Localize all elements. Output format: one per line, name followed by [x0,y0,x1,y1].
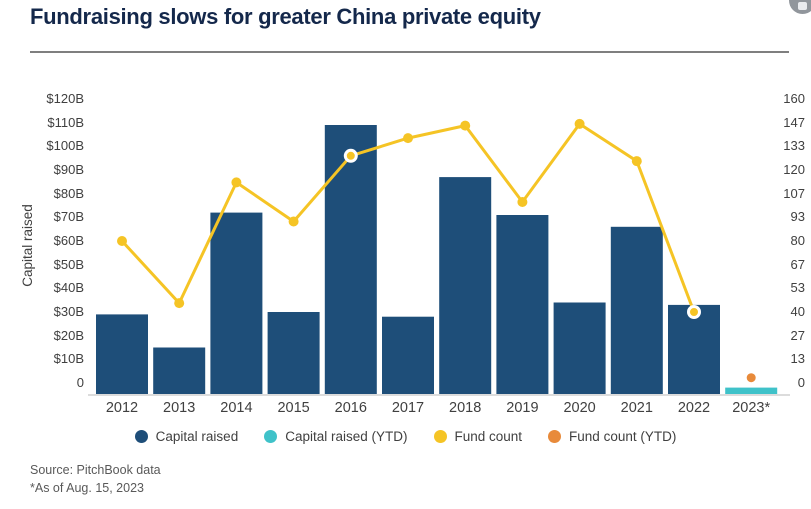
fund-count-marker-2019[interactable] [517,197,528,207]
bar-2020[interactable] [553,302,606,395]
chart-legend: Capital raised Capital raised (YTD) Fund c… [0,429,811,444]
x-axis-tick: 2016 [334,400,367,416]
x-axis-tick: 2023* [732,400,771,416]
bar-2016[interactable] [324,125,377,394]
left-axis-tick: $120B [46,91,84,106]
fund-count-ytd-marker[interactable] [746,373,756,383]
left-axis-tick: $80B [53,185,84,201]
fund-count-marker-2020[interactable] [574,118,585,129]
fund-count-marker-2016[interactable] [343,148,358,163]
right-axis-tick: 147 [783,114,805,130]
fund-count-marker-2022[interactable] [687,305,701,319]
asterisk-note: *As of Aug. 15, 2023 [30,481,144,495]
bar-2014[interactable] [210,212,263,394]
x-axis-tick: 2020 [563,400,596,416]
x-axis-tick: 2018 [449,400,482,416]
bar-2023[interactable] [725,387,778,394]
bar-2013[interactable] [153,347,206,395]
left-axis-tick: $20B [53,327,84,343]
right-axis-tick: 107 [783,185,805,201]
chart-svg [96,118,778,395]
source-note: Source: PitchBook data [30,463,161,477]
left-axis-tick: 0 [76,375,84,390]
left-axis-tick: $60B [53,233,84,248]
title-divider [30,51,789,53]
image-icon [798,2,807,10]
left-axis-tick: $100B [46,138,84,154]
right-axis-tick: 120 [783,162,805,177]
x-axis-line [88,394,790,396]
x-axis-tick: 2022 [677,400,711,416]
right-axis-tick: 93 [790,209,805,225]
fund-count-marker-2012[interactable] [117,236,127,246]
legend-item-capital-raised[interactable]: Capital raised [134,429,239,444]
x-axis-tick: 2014 [220,400,253,416]
legend-label: Capital raised (YTD) [285,429,408,444]
x-axis-tick: 2017 [391,400,425,416]
right-axis-tick: 0 [797,375,805,390]
left-axis-tick: $70B [53,209,84,225]
legend-item-fund-count[interactable]: Fund count [433,429,523,444]
fund-count-marker-2017[interactable] [403,133,413,144]
legend-label: Fund count [454,429,523,444]
bar-2015[interactable] [267,312,320,394]
right-axis-tick: 160 [783,91,805,106]
x-axis-tick: 2015 [277,400,310,416]
bar-2022[interactable] [668,304,720,394]
fund-count-marker-2013[interactable] [174,298,185,309]
bar-2017[interactable] [382,316,434,394]
bar-2021[interactable] [610,226,663,394]
right-axis-tick: 27 [790,327,805,343]
right-axis-ticks: 160 147 133 120 107 93 80 67 53 40 27 13 0 [748,91,805,394]
legend-swatch-icon [134,430,148,443]
x-axis-tick: 2021 [620,400,653,416]
fund-count-marker-2018[interactable] [460,120,471,131]
bar-2018[interactable] [439,177,492,394]
left-axis-tick: $110B [47,114,84,130]
fund-count-line [120,122,696,313]
x-axis-ticks: 2012 2013 2014 2015 2016 2017 2018 2019 2020 2021… [92,400,782,418]
corner-button[interactable] [789,0,811,14]
legend-item-fund-count-ytd-[interactable]: Fund count (YTD) [548,429,676,444]
right-axis-tick: 13 [790,351,805,367]
page-title: Fundraising slows for greater China priv… [30,4,541,29]
legend-label: Capital raised [155,429,239,444]
left-axis-ticks: $120B $110B $100B $90B $80B $70B $60B $50B $40B $… [0,91,84,394]
left-axis-tick: $40B [53,280,84,296]
bar-2012[interactable] [96,314,148,394]
fund-count-marker-2021[interactable] [631,156,642,167]
left-axis-tick: $10B [53,351,84,367]
left-axis-tick: $50B [53,256,84,272]
left-axis-tick: $90B [53,162,84,177]
x-axis-tick: 2019 [506,400,539,416]
x-axis-tick: 2013 [163,400,196,416]
right-axis-tick: 40 [790,304,805,319]
plot-area [92,99,782,394]
right-axis-tick: 67 [790,256,805,272]
bar-2019[interactable] [496,215,549,394]
fund-count-marker-2014[interactable] [231,177,242,188]
legend-swatch-icon [264,430,278,443]
legend-swatch-icon [548,430,562,443]
legend-item-capital-raised-ytd-[interactable]: Capital raised (YTD) [264,429,408,444]
right-axis-tick: 133 [783,138,805,154]
legend-label: Fund count (YTD) [569,429,677,444]
left-axis-tick: $30B [53,304,84,319]
fund-count-marker-2015[interactable] [288,216,299,227]
right-axis-tick: 53 [790,280,805,296]
x-axis-tick: 2012 [105,400,139,416]
right-axis-tick: 80 [790,233,805,248]
legend-swatch-icon [433,430,447,443]
